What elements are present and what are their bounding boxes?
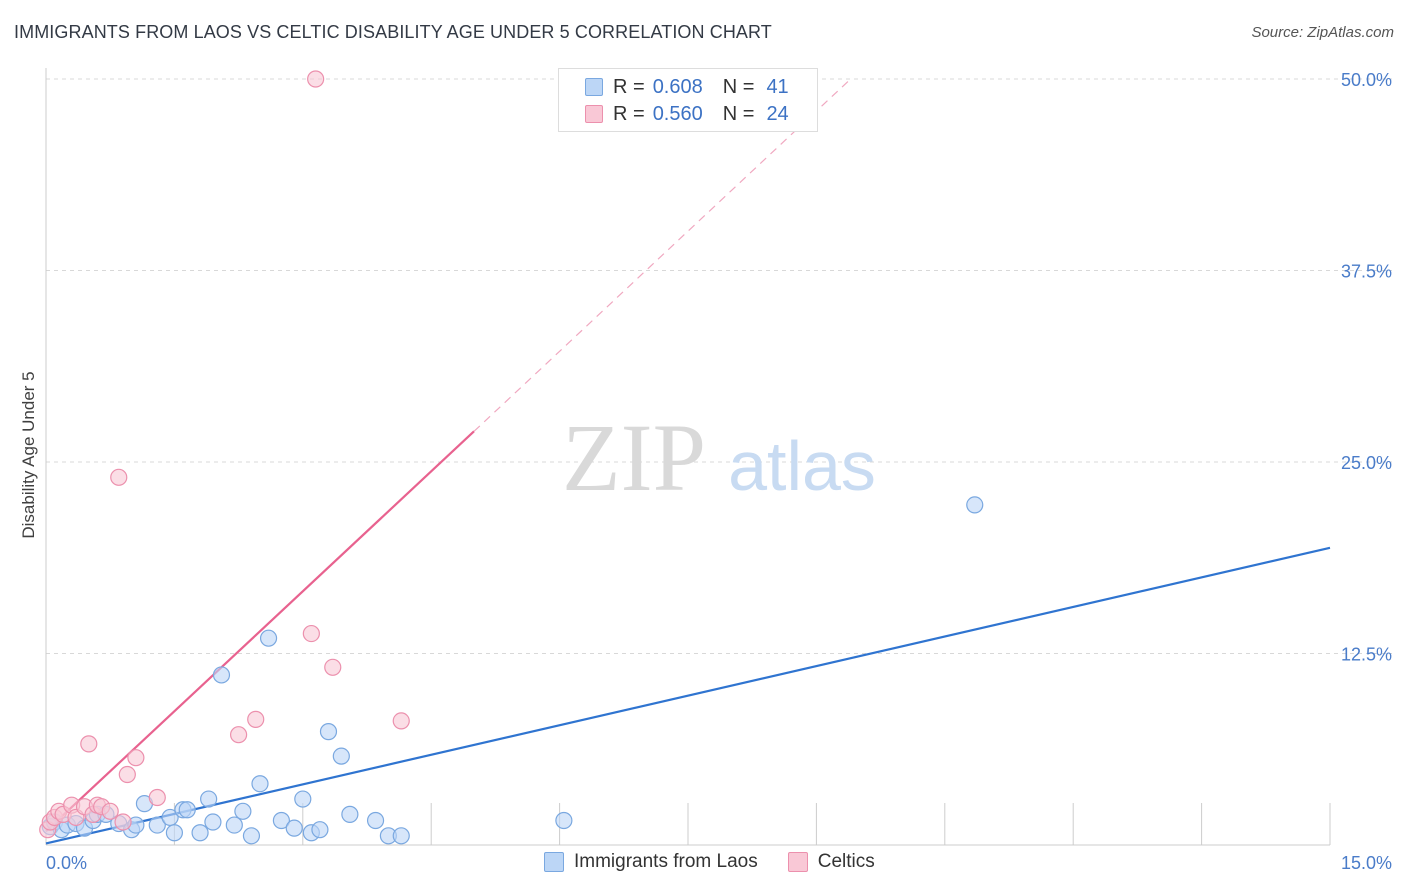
laos-point xyxy=(555,811,573,830)
x-tick-label: 15.0% xyxy=(1341,853,1392,873)
laos-point xyxy=(259,629,278,647)
laos-point xyxy=(234,802,252,820)
laos-point xyxy=(332,747,350,765)
celtics-point xyxy=(110,468,128,486)
celtics-point xyxy=(302,624,320,643)
laos-point xyxy=(272,811,290,830)
axes xyxy=(45,68,1330,846)
celtics-point xyxy=(118,765,136,784)
y-tick-label: 25.0% xyxy=(1341,453,1392,473)
legend-label-laos: Immigrants from Laos xyxy=(574,851,758,872)
legend-row-laos: R = 0.608 N = 41 xyxy=(585,74,789,100)
legend-item-celtics[interactable]: Celtics xyxy=(787,851,875,873)
y-tick-label: 37.5% xyxy=(1341,262,1392,282)
celtics-point xyxy=(392,712,410,730)
laos-point xyxy=(200,790,218,808)
legend-r-label: R = xyxy=(613,75,645,98)
chart-title: IMMIGRANTS FROM LAOS VS CELTIC DISABILIT… xyxy=(14,22,772,42)
trend-line xyxy=(45,430,475,833)
celtics-point xyxy=(80,735,98,753)
x-tick-label: 0.0% xyxy=(46,853,87,873)
trend-lines xyxy=(45,78,1331,845)
laos-point xyxy=(392,827,410,845)
laos-point xyxy=(285,819,303,837)
laos-point xyxy=(251,775,269,793)
stats-legend: R = 0.608 N = 41 R = 0.560 N = 24 xyxy=(558,68,818,132)
series-legend: Immigrants from Laos Celtics xyxy=(544,851,905,873)
laos-point xyxy=(242,827,261,845)
data-points xyxy=(39,70,984,845)
legend-n-label: N = xyxy=(722,102,755,125)
legend-r-value: 0.560 xyxy=(652,102,703,125)
trend-line xyxy=(45,546,1331,845)
watermark-zip: ZIP xyxy=(562,404,706,511)
legend-swatch-celtics xyxy=(585,105,603,123)
legend-swatch-celtics xyxy=(787,852,808,872)
laos-point xyxy=(212,666,231,684)
laos-point xyxy=(148,816,166,834)
laos-point xyxy=(225,816,243,834)
watermark: ZIP atlas xyxy=(562,404,876,511)
laos-point xyxy=(341,805,359,823)
celtics-point xyxy=(230,726,248,744)
y-axis-label: Disability Age Under 5 xyxy=(19,371,38,538)
laos-point xyxy=(191,824,209,842)
legend-row-celtics: R = 0.560 N = 24 xyxy=(585,101,789,127)
y-tick-label: 12.5% xyxy=(1341,645,1392,665)
laos-point xyxy=(294,790,312,808)
celtics-point xyxy=(148,788,166,807)
legend-n-value: 24 xyxy=(766,102,789,125)
laos-point xyxy=(319,723,338,741)
legend-swatch-laos xyxy=(544,852,564,872)
laos-point xyxy=(366,811,385,830)
legend-swatch-laos xyxy=(585,78,603,96)
laos-point xyxy=(178,801,196,819)
celtics-point xyxy=(247,710,265,728)
y-tick-label: 50.0% xyxy=(1341,70,1392,90)
celtics-point xyxy=(324,658,342,676)
grid-lines xyxy=(46,78,1392,845)
legend-item-laos[interactable]: Immigrants from Laos xyxy=(544,851,758,873)
laos-point xyxy=(966,496,984,514)
laos-point xyxy=(311,821,329,839)
tick-labels: 12.5% 25.0% 37.5% 50.0% 0.0% 15.0% xyxy=(46,70,1392,873)
source-attribution[interactable]: Source: ZipAtlas.com xyxy=(1251,24,1394,41)
legend-r-value: 0.608 xyxy=(652,75,703,98)
celtics-point xyxy=(114,813,132,831)
legend-r-label: R = xyxy=(613,102,645,125)
legend-n-label: N = xyxy=(722,75,755,98)
legend-label-celtics: Celtics xyxy=(817,851,875,872)
legend-n-value: 41 xyxy=(766,75,789,98)
celtics-point xyxy=(307,70,325,88)
laos-point xyxy=(165,824,183,842)
trend-line-extension xyxy=(473,78,852,432)
celtics-point xyxy=(101,802,119,820)
laos-point xyxy=(204,813,222,831)
celtics-point xyxy=(127,749,145,767)
watermark-atlas: atlas xyxy=(728,427,876,505)
